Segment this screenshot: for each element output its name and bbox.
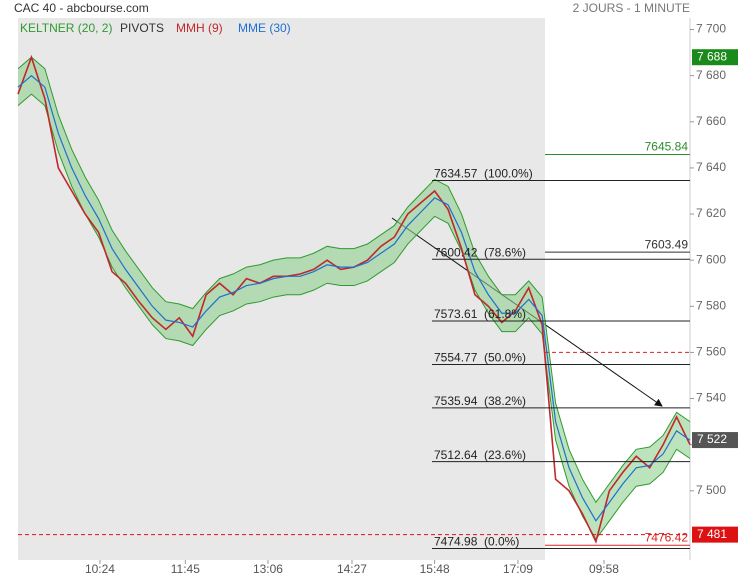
fib-value: 7535.94 (434, 394, 478, 408)
price-badge (692, 526, 738, 543)
price-badge-label: 7 522 (697, 432, 727, 446)
x-tick-label: 17:09 (503, 562, 533, 576)
keltner-upper (17, 56, 691, 504)
y-tick-label: 7 500 (696, 483, 726, 497)
x-tick-label: 13:06 (253, 562, 283, 576)
pivot-label: 7476.42 (645, 530, 689, 544)
fib-value: 7573.61 (434, 307, 478, 321)
fib-value: 7474.98 (434, 535, 478, 549)
fib-value: 7512.64 (434, 448, 478, 462)
pivot-label: 7645.84 (645, 140, 689, 154)
fib-value: 7600.42 (434, 245, 478, 259)
legend-mmh: MMH (9) (176, 21, 223, 35)
fib-pct: (61.8%) (484, 307, 526, 321)
fib-pct: (100.0%) (484, 167, 533, 181)
fib-pct: (0.0%) (484, 535, 519, 549)
x-tick-label: 14:27 (337, 562, 367, 576)
y-tick-label: 7 540 (696, 391, 726, 405)
y-tick-label: 7 600 (696, 252, 726, 266)
pivot-label: 7603.49 (645, 237, 689, 251)
fib-value: 7634.57 (434, 167, 478, 181)
y-tick-label: 7 560 (696, 345, 726, 359)
y-tick-label: 7 580 (696, 298, 726, 312)
fib-pct: (23.6%) (484, 448, 526, 462)
x-tick-label: 15:48 (420, 562, 450, 576)
fib-pct: (38.2%) (484, 394, 526, 408)
fib-pct: (78.6%) (484, 245, 526, 259)
y-tick-label: 7 680 (696, 68, 726, 82)
price-badge (692, 49, 738, 66)
keltner-band (18, 57, 690, 540)
x-tick-label: 09:58 (589, 562, 619, 576)
x-tick-label: 11:45 (171, 562, 200, 576)
y-tick-label: 7 700 (696, 22, 726, 36)
legend-keltner: KELTNER (20, 2) (20, 21, 112, 35)
y-tick-label: 7 660 (696, 114, 726, 128)
price-badge-label: 7 688 (697, 49, 727, 63)
price-badge (692, 432, 738, 449)
legend-mme: MME (30) (238, 21, 291, 35)
y-tick-label: 7 640 (696, 160, 726, 174)
price-line (17, 74, 691, 522)
fib-pct: (50.0%) (484, 351, 526, 365)
price-badge-label: 7 481 (697, 527, 727, 541)
chart-subtitle: 2 JOURS - 1 MINUTE (573, 1, 690, 15)
y-tick-label: 7 620 (696, 206, 726, 220)
x-tick-label: 10:24 (85, 562, 115, 576)
fib-value: 7554.77 (434, 351, 478, 365)
legend-pivots: PIVOTS (120, 21, 164, 35)
chart-title: CAC 40 - abcbourse.com (14, 1, 149, 15)
